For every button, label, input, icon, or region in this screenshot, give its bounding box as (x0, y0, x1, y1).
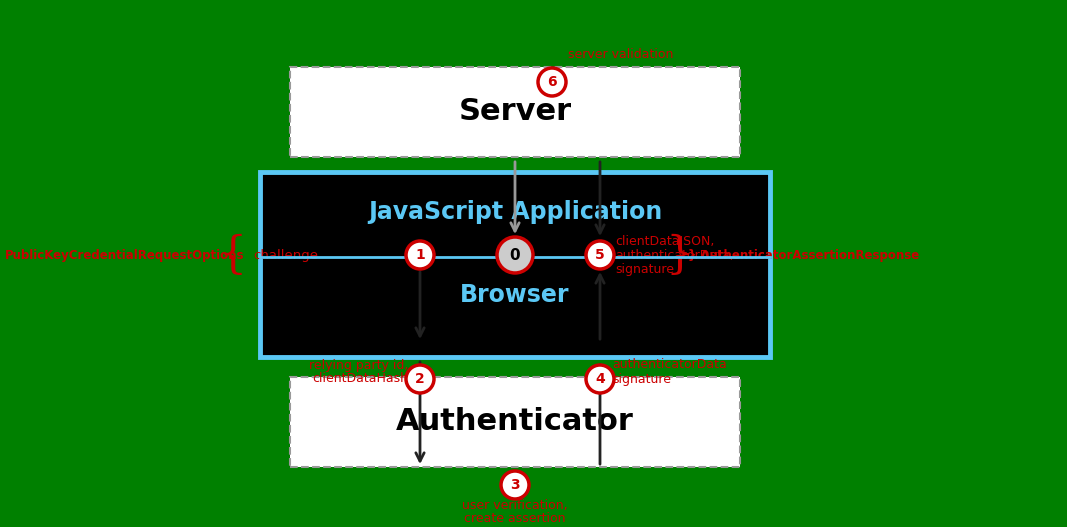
Text: clientDataJSON,: clientDataJSON, (615, 235, 715, 248)
Text: signature: signature (612, 373, 671, 385)
Text: 2: 2 (415, 372, 425, 386)
Text: user verification,: user verification, (462, 499, 568, 512)
Text: create assertion: create assertion (464, 512, 566, 525)
Text: 6: 6 (547, 75, 557, 89)
Text: 4: 4 (595, 372, 605, 386)
Text: Browser: Browser (460, 283, 570, 307)
Text: 3: 3 (510, 478, 520, 492)
Text: relying party id,: relying party id, (308, 358, 408, 372)
Text: server validation: server validation (568, 48, 673, 62)
Circle shape (586, 241, 614, 269)
Text: JavaScript Application: JavaScript Application (368, 200, 663, 224)
FancyBboxPatch shape (260, 172, 770, 357)
Circle shape (538, 68, 566, 96)
Text: authenticatorData: authenticatorData (612, 358, 727, 372)
Text: Server: Server (459, 97, 572, 126)
Text: }: } (666, 233, 695, 277)
FancyBboxPatch shape (290, 67, 740, 157)
Text: challenge: challenge (253, 249, 318, 261)
Text: clientDataHash: clientDataHash (312, 373, 408, 385)
Text: {: { (219, 233, 248, 277)
Circle shape (497, 237, 534, 273)
Circle shape (586, 365, 614, 393)
Circle shape (407, 241, 434, 269)
Text: PublicKeyCredentialRequestOptions: PublicKeyCredentialRequestOptions (5, 249, 244, 261)
FancyBboxPatch shape (290, 377, 740, 467)
Text: authenticatorData,: authenticatorData, (615, 249, 734, 261)
Text: } AuthenticatorAssertionResponse: } AuthenticatorAssertionResponse (688, 249, 920, 261)
Text: 0: 0 (510, 248, 521, 262)
Text: 5: 5 (595, 248, 605, 262)
Text: Authenticator: Authenticator (396, 407, 634, 436)
Circle shape (407, 365, 434, 393)
Circle shape (501, 471, 529, 499)
Text: 1: 1 (415, 248, 425, 262)
Text: signature: signature (615, 262, 674, 276)
